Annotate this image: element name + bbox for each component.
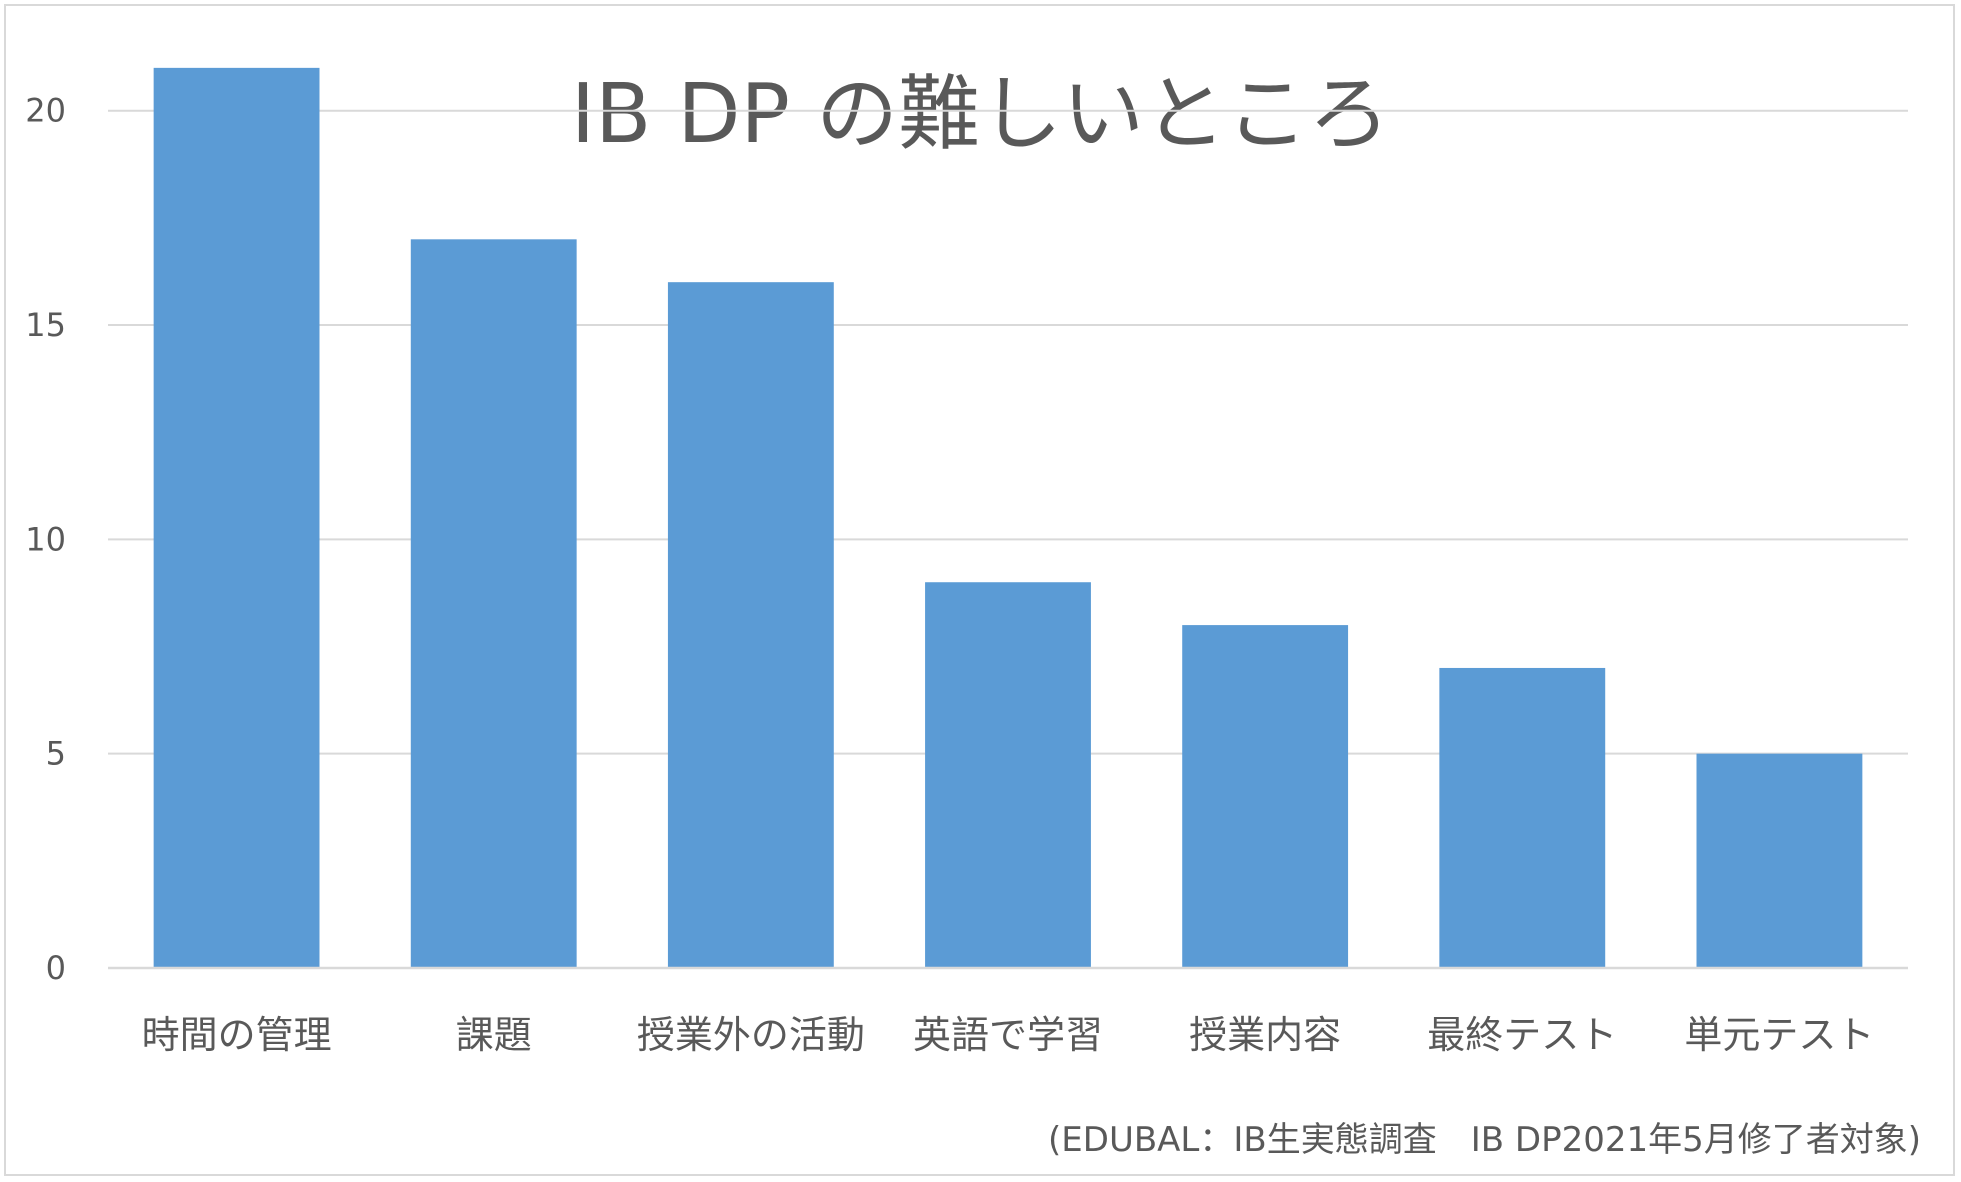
- x-category-label: 時間の管理: [142, 1013, 332, 1057]
- x-category-label: 最終テスト: [1427, 1013, 1617, 1057]
- source-note: (EDUBAL：IB生実態調査 IB DP2021年5月修了者対象): [1048, 1120, 1921, 1160]
- y-tick-label: 15: [25, 306, 66, 344]
- bar: [1696, 753, 1863, 968]
- bar: [1182, 625, 1349, 968]
- x-category-label: 授業外の活動: [637, 1013, 865, 1057]
- chart-title: IB DP の難しいところ: [570, 67, 1391, 162]
- bar: [153, 67, 320, 968]
- bar: [1439, 667, 1606, 968]
- y-tick-label: 10: [25, 520, 66, 558]
- bar: [925, 582, 1091, 968]
- x-category-label: 単元テスト: [1684, 1013, 1874, 1057]
- y-tick-label: 0: [46, 949, 66, 987]
- y-tick-label: 5: [46, 735, 66, 773]
- bars: [153, 67, 1863, 968]
- x-category-label: 課題: [456, 1013, 532, 1057]
- labels: 0 5 10 15 20 時間の管理 課題 授業外の活動 英語で学習 授業内容 最終テスト 単元テスト: [25, 92, 1874, 1057]
- bar: [667, 282, 834, 968]
- x-category-label: 英語で学習: [913, 1013, 1103, 1057]
- bar: [410, 239, 577, 968]
- x-category-label: 授業内容: [1189, 1013, 1341, 1057]
- y-tick-label: 20: [25, 92, 66, 130]
